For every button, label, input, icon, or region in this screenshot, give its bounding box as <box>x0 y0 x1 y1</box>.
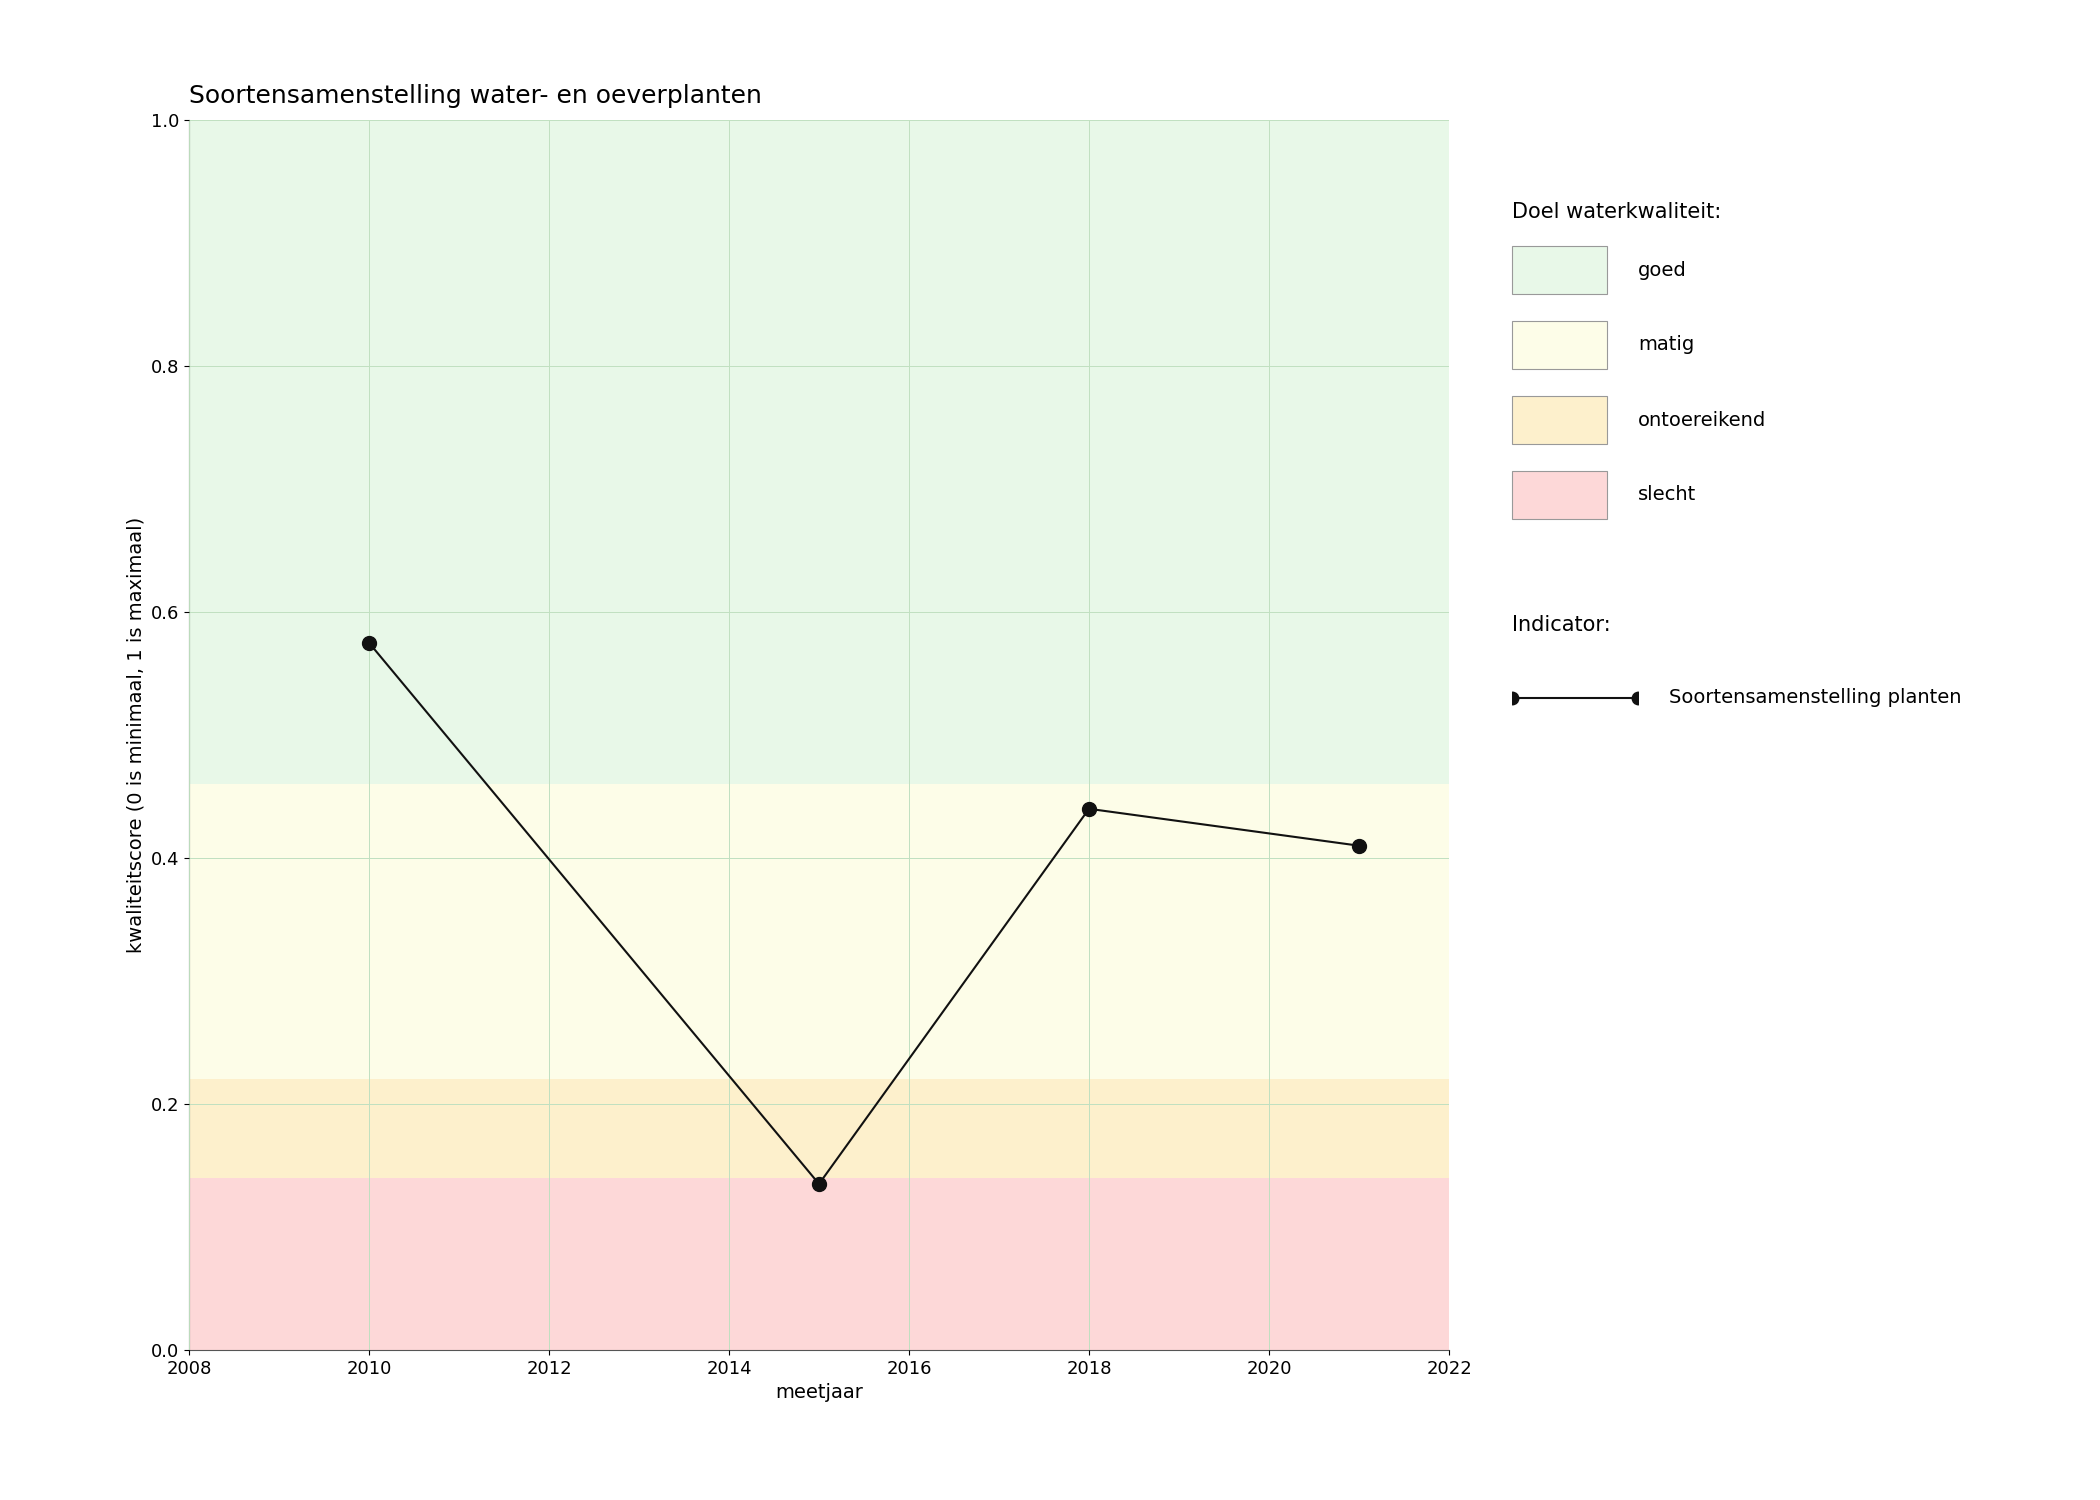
Text: matig: matig <box>1638 336 1695 354</box>
Text: Soortensamenstelling planten: Soortensamenstelling planten <box>1670 688 1961 706</box>
Bar <box>189 1080 1449 1178</box>
Text: Soortensamenstelling water- en oeverplanten: Soortensamenstelling water- en oeverplan… <box>189 84 762 108</box>
Text: goed: goed <box>1638 261 1686 279</box>
Text: Doel waterkwaliteit:: Doel waterkwaliteit: <box>1512 202 1722 222</box>
X-axis label: meetjaar: meetjaar <box>775 1383 863 1402</box>
Text: Indicator:: Indicator: <box>1512 615 1611 634</box>
Text: slecht: slecht <box>1638 486 1697 504</box>
Text: ontoereikend: ontoereikend <box>1638 411 1766 429</box>
Bar <box>189 1178 1449 1350</box>
Y-axis label: kwaliteitscore (0 is minimaal, 1 is maximaal): kwaliteitscore (0 is minimaal, 1 is maxi… <box>126 518 145 952</box>
Bar <box>189 784 1449 1080</box>
Bar <box>189 120 1449 784</box>
